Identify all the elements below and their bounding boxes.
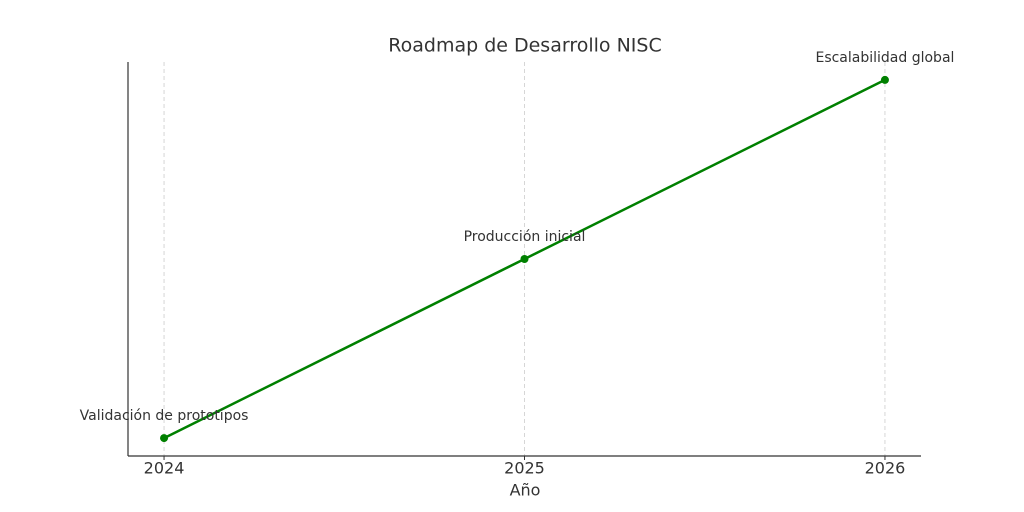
point-label: Validación de prototipos xyxy=(80,408,249,424)
point xyxy=(160,434,169,443)
x-tick-label: 2026 xyxy=(865,459,906,478)
point xyxy=(520,255,529,263)
x-tick-label: 2025 xyxy=(504,459,545,478)
chart-title: Roadmap de Desarrollo NISC xyxy=(388,35,661,57)
point-label: Producción inicial xyxy=(464,229,586,245)
x-axis-label: Año xyxy=(510,481,541,500)
point-label: Escalabilidad global xyxy=(815,50,954,66)
x-tick-label: 2024 xyxy=(144,459,185,478)
point xyxy=(880,75,889,84)
